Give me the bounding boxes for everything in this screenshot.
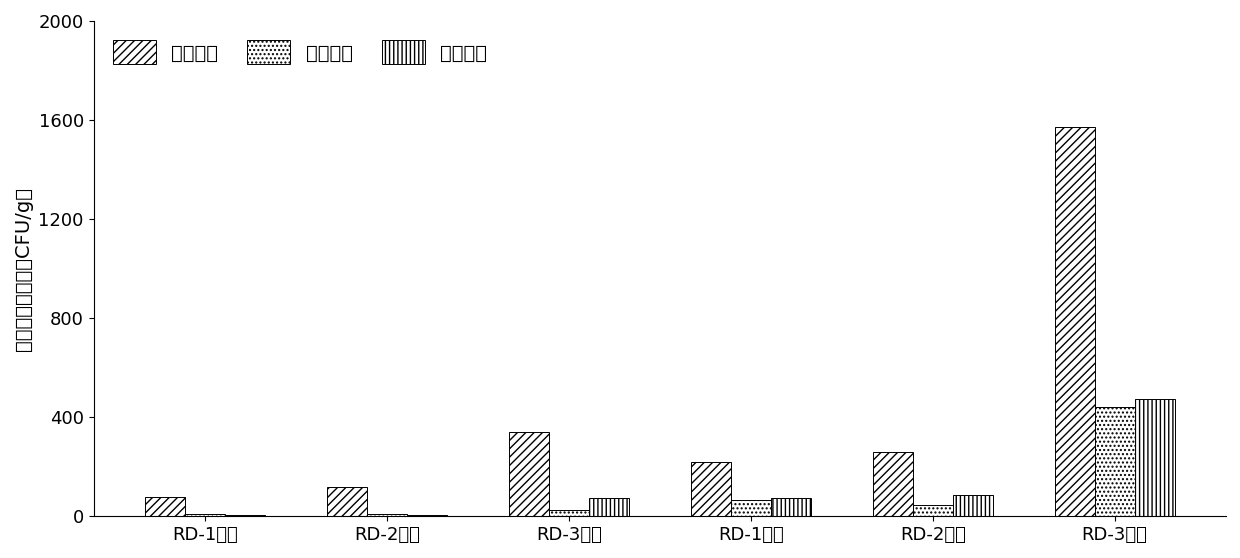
Bar xyxy=(1095,407,1135,516)
Bar xyxy=(873,452,913,516)
Bar xyxy=(185,514,226,516)
Bar xyxy=(549,510,589,516)
Bar xyxy=(952,496,993,516)
Bar xyxy=(145,497,185,516)
Bar xyxy=(589,498,629,516)
Bar xyxy=(771,498,811,516)
Bar xyxy=(367,514,407,516)
Bar xyxy=(1054,127,1095,516)
Legend: 菌落总数, 酵母总数, 霍菌总数: 菌落总数, 酵母总数, 霍菌总数 xyxy=(103,31,497,74)
Bar xyxy=(730,501,771,516)
Bar xyxy=(508,432,549,516)
Bar xyxy=(327,487,367,516)
Y-axis label: 香料微生物数量（CFU/g）: 香料微生物数量（CFU/g） xyxy=(14,186,33,350)
Bar xyxy=(691,462,730,516)
Bar xyxy=(913,505,952,516)
Bar xyxy=(1135,399,1174,516)
